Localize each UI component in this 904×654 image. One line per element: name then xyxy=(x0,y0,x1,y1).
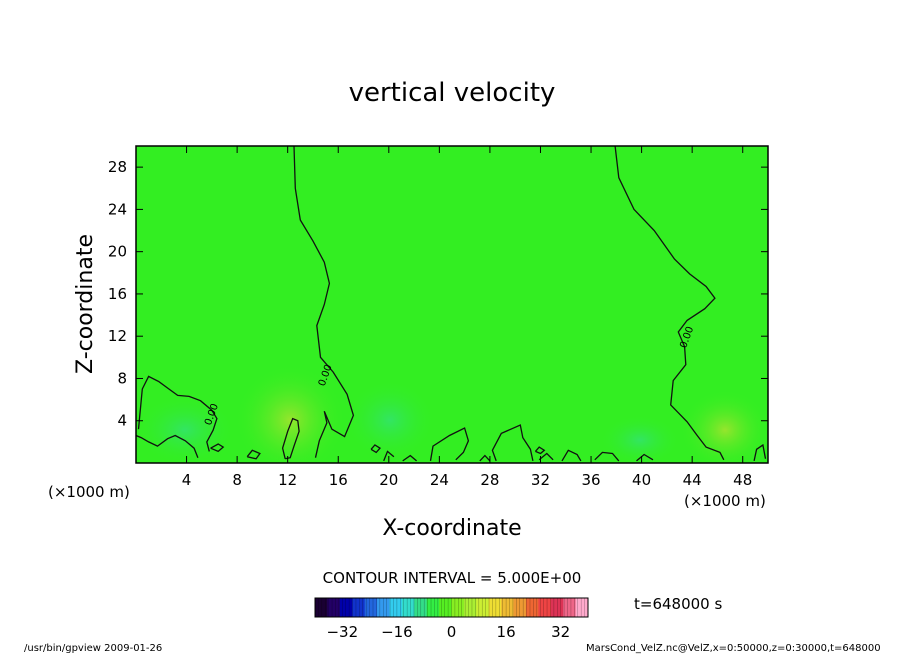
x-tick-label: 40 xyxy=(632,471,651,489)
contour-line xyxy=(402,454,418,462)
x-tick-label: 4 xyxy=(182,471,192,489)
colorbar-swatch xyxy=(389,598,403,617)
contour-line xyxy=(210,443,225,453)
y-tick-label: 24 xyxy=(108,200,127,218)
colorbar-swatch xyxy=(463,598,477,617)
contour-line xyxy=(429,427,470,462)
contour-line xyxy=(538,452,554,461)
x-axis-ticks: 4 8 12 16 20 24 28 32 36 40 44 48 xyxy=(182,146,752,489)
x-tick-label: 12 xyxy=(278,471,297,489)
source-info: MarsCond_VelZ.nc@VelZ,x=0:50000,z=0:3000… xyxy=(586,643,881,654)
chart-title: vertical velocity xyxy=(349,78,556,108)
colorbar-tick-label: 0 xyxy=(447,623,457,641)
colorbar-swatch xyxy=(575,598,589,617)
colorbar-tick-label: 32 xyxy=(551,623,570,641)
contour-line xyxy=(534,446,546,455)
cool-patch xyxy=(600,415,680,463)
colorbar-swatch xyxy=(339,598,353,617)
contour-line xyxy=(293,146,355,458)
contour-line xyxy=(636,453,654,462)
contour-line xyxy=(136,434,199,458)
y-tick-label: 28 xyxy=(108,158,127,176)
colorbar-swatch xyxy=(538,598,552,617)
x-tick-label: 28 xyxy=(480,471,499,489)
x-tick-label: 20 xyxy=(379,471,398,489)
colorbar xyxy=(314,598,589,617)
colorbar-swatch xyxy=(488,598,502,617)
y-axis-title: Z-coordinate xyxy=(73,234,98,374)
colorbar-swatch xyxy=(315,598,328,617)
contour-line xyxy=(246,449,261,460)
colorbar-swatch xyxy=(563,598,576,617)
x-tick-label: 48 xyxy=(733,471,752,489)
warm-patch xyxy=(680,390,768,463)
contour-line xyxy=(383,450,395,462)
contour-lines xyxy=(136,146,767,462)
colorbar-tick-label: −16 xyxy=(381,623,413,641)
x-unit-left: (×1000 m) xyxy=(48,483,130,501)
colorbar-swatch xyxy=(451,598,465,617)
heatmap-field: 0.000.000.00 xyxy=(136,146,768,463)
colorbar-frame xyxy=(314,597,589,618)
contour-line xyxy=(491,424,534,462)
colorbar-ticks: −32 −16 0 16 32 xyxy=(326,623,570,641)
heatmap-background xyxy=(136,146,768,463)
x-tick-label: 8 xyxy=(232,471,242,489)
colorbar-swatch xyxy=(501,598,514,617)
contour-line xyxy=(753,443,767,462)
contour-line xyxy=(281,417,300,460)
colorbar-tick-label: −32 xyxy=(326,623,358,641)
colorbar-swatch xyxy=(439,598,452,617)
colorbar-swatch xyxy=(352,598,366,617)
colorbar-swatch xyxy=(525,598,539,617)
y-axis-ticks: 4 8 12 16 20 24 28 xyxy=(108,158,768,430)
x-axis-title: X-coordinate xyxy=(382,516,521,541)
x-tick-label: 36 xyxy=(581,471,600,489)
contour-line xyxy=(137,375,218,452)
colorbar-swatch xyxy=(476,598,490,617)
time-label: t=648000 s xyxy=(634,595,722,613)
cool-patch xyxy=(345,380,435,460)
colorbar-swatch xyxy=(377,598,390,617)
contour-line xyxy=(370,444,382,454)
cool-patch xyxy=(136,395,235,463)
program-info: /usr/bin/gpview 2009-01-26 xyxy=(24,643,162,654)
y-tick-label: 12 xyxy=(108,327,127,345)
x-tick-label: 32 xyxy=(531,471,550,489)
warm-patch xyxy=(235,365,345,463)
x-tick-label: 24 xyxy=(430,471,449,489)
colorbar-swatch xyxy=(513,598,527,617)
contour-line xyxy=(594,451,620,462)
contour-line xyxy=(561,449,582,462)
x-tick-label: 16 xyxy=(329,471,348,489)
plot-frame xyxy=(135,145,769,464)
colorbar-tick-label: 16 xyxy=(497,623,516,641)
colorbar-swatch xyxy=(401,598,415,617)
x-unit-right: (×1000 m) xyxy=(684,492,766,510)
contour-line xyxy=(479,454,491,462)
x-tick-label: 44 xyxy=(683,471,702,489)
colorbar-swatch xyxy=(426,598,440,617)
contour-interval: CONTOUR INTERVAL = 5.000E+00 xyxy=(323,569,582,587)
colorbar-swatch xyxy=(327,598,341,617)
contour-line xyxy=(614,146,725,461)
y-tick-label: 16 xyxy=(108,285,127,303)
y-tick-label: 4 xyxy=(117,412,127,430)
colorbar-swatch xyxy=(364,598,378,617)
y-tick-label: 20 xyxy=(108,243,127,261)
y-tick-label: 8 xyxy=(117,369,127,387)
